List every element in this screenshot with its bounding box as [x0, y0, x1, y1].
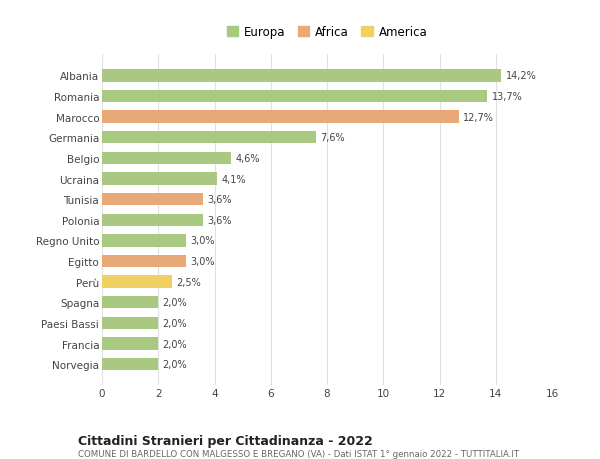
Text: 12,7%: 12,7%	[463, 112, 494, 123]
Text: 2,0%: 2,0%	[163, 297, 187, 308]
Bar	[102, 297, 158, 309]
Text: Cittadini Stranieri per Cittadinanza - 2022: Cittadini Stranieri per Cittadinanza - 2…	[78, 434, 373, 447]
Bar	[102, 214, 203, 226]
Text: 13,7%: 13,7%	[491, 92, 522, 102]
Bar	[102, 255, 187, 268]
Text: 2,0%: 2,0%	[163, 359, 187, 369]
Bar	[102, 111, 459, 123]
Text: 2,5%: 2,5%	[176, 277, 201, 287]
Bar	[102, 91, 487, 103]
Bar	[102, 173, 217, 185]
Bar	[102, 70, 502, 83]
Text: 2,0%: 2,0%	[163, 318, 187, 328]
Bar	[102, 235, 187, 247]
Text: 4,6%: 4,6%	[236, 154, 260, 163]
Text: 3,0%: 3,0%	[191, 257, 215, 267]
Text: COMUNE DI BARDELLO CON MALGESSO E BREGANO (VA) - Dati ISTAT 1° gennaio 2022 - TU: COMUNE DI BARDELLO CON MALGESSO E BREGAN…	[78, 449, 519, 458]
Text: 7,6%: 7,6%	[320, 133, 344, 143]
Text: 4,1%: 4,1%	[221, 174, 246, 184]
Bar	[102, 276, 172, 288]
Bar	[102, 194, 203, 206]
Bar	[102, 132, 316, 144]
Text: 3,6%: 3,6%	[208, 215, 232, 225]
Text: 3,0%: 3,0%	[191, 236, 215, 246]
Bar	[102, 317, 158, 330]
Bar	[102, 358, 158, 370]
Text: 2,0%: 2,0%	[163, 339, 187, 349]
Bar	[102, 338, 158, 350]
Bar	[102, 152, 232, 165]
Text: 14,2%: 14,2%	[506, 71, 536, 81]
Legend: Europa, Africa, America: Europa, Africa, America	[222, 21, 432, 44]
Text: 3,6%: 3,6%	[208, 195, 232, 205]
